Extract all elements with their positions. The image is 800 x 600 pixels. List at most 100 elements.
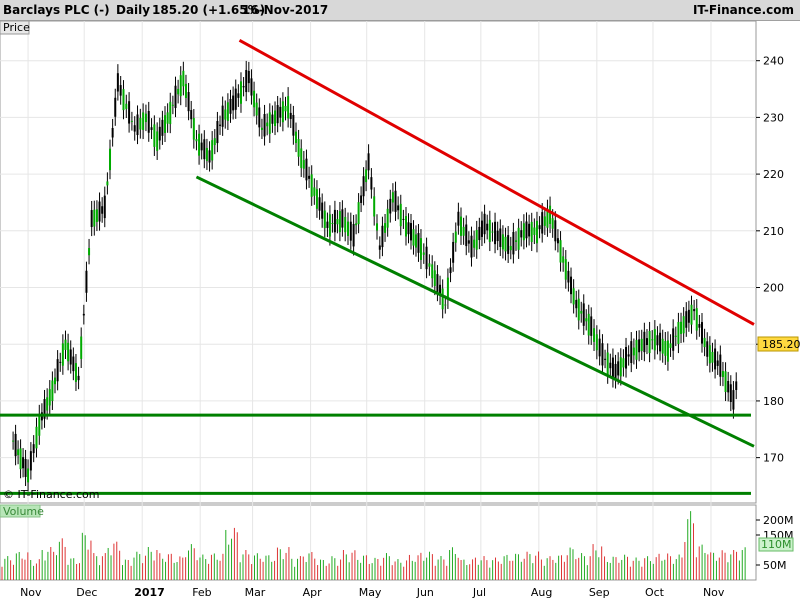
x-tick-label: Apr [303,586,323,599]
price-bar-body [80,336,83,359]
x-tick-label: Jul [472,586,486,599]
price-bar-body [161,119,164,136]
price-bar-body [724,371,727,392]
price-bar-body [627,354,630,357]
price-bar-body [347,221,349,236]
price-bar-body [431,264,434,279]
price-bar-body [666,340,669,362]
price-bar-body [520,230,523,238]
price-bar-body [357,202,360,225]
price-bar-body [205,147,208,161]
price-bar-body [59,361,62,363]
price-bar-body [507,235,510,254]
trend-lines [0,38,755,495]
x-tick-label: Aug [531,586,552,599]
price-bar-body [130,120,133,122]
volume-tick-label: 50M [763,559,787,572]
price-bar-body [570,276,573,295]
price-bar-body [344,216,347,233]
price-bar-body [46,397,49,411]
price-bar-body [577,298,580,321]
price-bar-body [708,345,711,364]
price-bar-body [659,332,662,352]
y-tick-label: 180 [763,395,784,408]
price-bar-body [711,351,714,363]
price-bar-body [687,309,690,323]
price-bar-body [48,389,51,406]
price-bar-body [381,225,384,248]
price-bar-body [156,131,159,151]
price-bar-body [419,238,422,260]
price-bar-body [604,358,607,360]
price-bar-body [106,181,109,186]
price-bar-body [370,177,373,190]
price-bar-body [38,413,41,436]
price-bar-body [564,259,567,280]
price-bar-body [693,309,696,312]
price-bar-body [287,96,290,119]
price-bar-body [590,316,593,336]
price-bar-body [177,88,180,95]
price-bar-body [29,451,32,471]
price-bar-body [706,341,709,357]
price-bar-body [656,335,659,346]
price-bar-body [674,335,677,337]
price-bar-body [635,339,638,360]
price-bar-body [190,110,193,120]
price-bar-body [499,228,502,247]
price-bar-body [274,110,277,127]
price-bar-body [187,92,190,112]
price-bar-body [56,359,59,382]
price-bar-body [250,78,253,96]
price-bar-body [587,313,590,336]
price-bar-body [338,211,341,233]
y-tick-label: 240 [763,55,784,68]
price-bar-body [465,224,468,247]
price-bar-body [582,303,585,326]
price-bar-body [690,304,693,325]
price-bar-body [501,234,504,250]
price-bar-body [384,223,387,233]
price-bar-body [90,210,93,228]
price-bar-body [300,148,303,168]
price-bar-body [528,223,531,237]
price-bar-body [169,101,172,125]
price-bar-body [109,148,112,171]
price-bar-body [144,113,147,123]
price-bar-body [17,449,20,456]
price-bar-body [538,225,541,230]
price-bar-body [158,126,161,141]
price-bar-body [313,187,316,196]
price-bar-body [735,381,738,391]
price-bar-body [512,231,515,255]
price-bar-body [247,70,250,84]
price-bar-body [700,322,703,344]
price-bar-body [219,124,222,126]
price-bar-body [677,321,680,345]
price-bar-body [462,226,465,236]
price-bar-body [279,106,282,118]
price-bar-body [575,299,578,309]
price-bar-body [88,248,91,256]
last-price-change: 185.20 (+1.65%) [152,3,266,17]
volume-last-tag: 110M [761,538,792,551]
price-bar-body [651,339,654,341]
price-bar-body [417,233,420,253]
price-bar-body [221,105,224,127]
price-bar-body [237,93,240,98]
price-bar-body [551,218,554,229]
price-bar-body [271,114,274,124]
price-bar-body [446,277,449,300]
price-bar-body [103,195,106,219]
price-bar-body [326,221,329,228]
price-bar-body [609,362,612,369]
price-bar-body [203,139,206,160]
price-bar-body [439,284,442,296]
price-bar-body [399,203,402,227]
price-bar-body [630,341,633,364]
price-bar-body [606,352,609,375]
y-tick-label: 230 [763,111,784,124]
price-bar-body [142,112,145,130]
price-bar-body [593,328,596,342]
